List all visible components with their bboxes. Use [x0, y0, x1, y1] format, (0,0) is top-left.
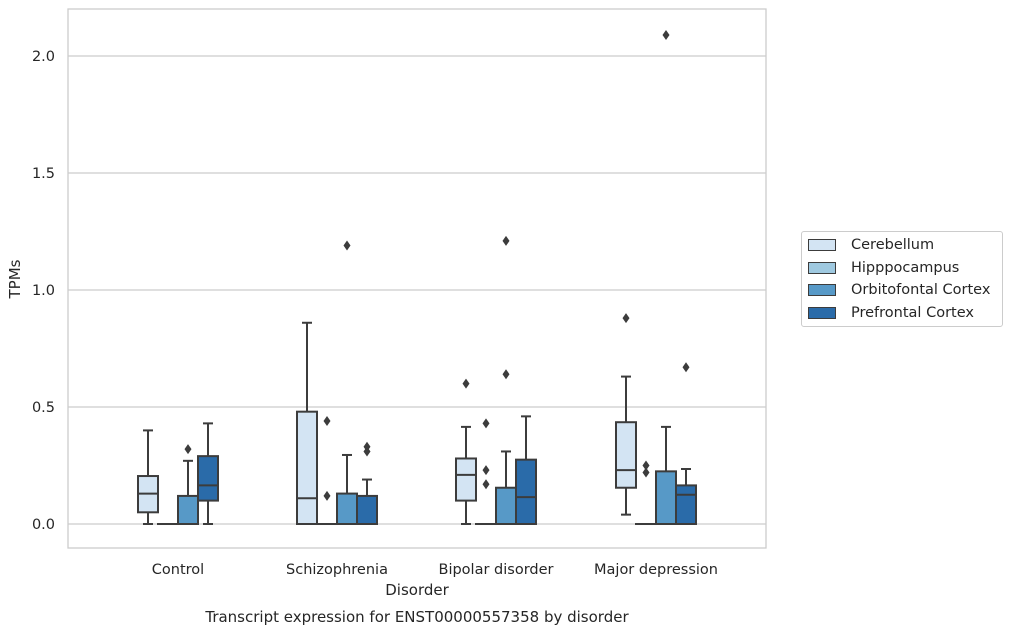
- outlier-point: [323, 416, 331, 427]
- legend-item-orbitofrontal: Orbitofontal Cortex: [808, 280, 990, 300]
- x-tick-label: Control: [152, 562, 204, 578]
- y-tick-label: 0.0: [32, 517, 55, 533]
- y-tick-label: 0.5: [32, 400, 55, 416]
- box-cerebellum-schizophrenia: [296, 321, 318, 525]
- outlier-point: [462, 378, 470, 389]
- box-hipppocampus-bipolar-disorder: [475, 418, 497, 526]
- x-axis-title: Disorder: [385, 581, 449, 599]
- box-body: [336, 492, 358, 525]
- outlier-point: [482, 479, 490, 490]
- outlier-point: [323, 490, 331, 501]
- outlier-point: [502, 369, 510, 380]
- box-orbitofontal-cortex-control: [177, 444, 199, 526]
- box-body: [655, 470, 677, 526]
- outlier-point: [482, 418, 490, 429]
- outlier-point: [363, 441, 371, 452]
- plot-frame: [67, 8, 767, 549]
- box-cerebellum-major-depression: [615, 313, 637, 516]
- x-tick-label: Schizophrenia: [286, 562, 388, 578]
- box-body: [675, 484, 697, 526]
- box-orbitofontal-cortex-bipolar-disorder: [495, 235, 517, 526]
- box-cerebellum-bipolar-disorder: [455, 378, 477, 525]
- outlier-point: [642, 467, 650, 478]
- outlier-point: [184, 444, 192, 455]
- legend-label-hippocampus: Hipppocampus: [851, 260, 960, 276]
- y-tick-label: 1.5: [32, 166, 55, 182]
- box-body: [296, 410, 318, 525]
- box-orbitofontal-cortex-major-depression: [655, 29, 677, 526]
- legend-label-cerebellum: Cerebellum: [851, 237, 935, 253]
- outlier-point: [482, 465, 490, 476]
- y-axis-title: TPMs: [6, 259, 24, 299]
- y-tick-label: 1.0: [32, 283, 55, 299]
- legend-item-hippocampus: Hipppocampus: [808, 258, 959, 278]
- box-orbitofontal-cortex-schizophrenia: [336, 240, 358, 525]
- box-body: [356, 494, 378, 526]
- outlier-point: [642, 460, 650, 471]
- chart-caption: Transcript expression for ENST0000055735…: [204, 608, 629, 626]
- legend-swatch-hippocampus: [808, 262, 836, 274]
- x-tick-label: Bipolar disorder: [439, 562, 554, 578]
- box-prefrontal-cortex-control: [197, 422, 219, 525]
- box-body: [455, 457, 477, 502]
- box-prefrontal-cortex-schizophrenia: [356, 441, 378, 526]
- box-body: [495, 486, 517, 526]
- legend: Cerebellum Hipppocampus Orbitofontal Cor…: [801, 231, 1003, 327]
- box-prefrontal-cortex-bipolar-disorder: [515, 415, 537, 525]
- box-hipppocampus-major-depression: [635, 460, 657, 526]
- box-cerebellum-control: [137, 429, 159, 525]
- legend-item-prefrontal: Prefrontal Cortex: [808, 303, 974, 323]
- legend-item-cerebellum: Cerebellum: [808, 235, 934, 255]
- legend-swatch-orbitofrontal: [808, 284, 836, 296]
- x-tick-labels: Control Schizophrenia Bipolar disorder Majo…: [152, 562, 718, 578]
- outlier-point: [682, 362, 690, 373]
- box-layer: [137, 29, 697, 526]
- outlier-point: [343, 240, 351, 251]
- legend-label-prefrontal: Prefrontal Cortex: [851, 305, 974, 321]
- box-body: [615, 421, 637, 489]
- legend-label-orbitofrontal: Orbitofontal Cortex: [851, 282, 991, 298]
- box-hipppocampus-schizophrenia: [316, 416, 338, 526]
- box-prefrontal-cortex-major-depression: [675, 362, 697, 526]
- outlier-point: [622, 313, 630, 324]
- box-body: [177, 494, 199, 526]
- x-tick-label: Major depression: [594, 562, 718, 578]
- y-tick-labels: 0.0 0.5 1.0 1.5 2.0: [32, 49, 55, 533]
- box-body: [197, 455, 219, 502]
- legend-swatch-prefrontal: [808, 307, 836, 319]
- outlier-point: [662, 29, 670, 40]
- box-body: [515, 458, 537, 525]
- gridlines: [68, 55, 766, 525]
- legend-swatch-cerebellum: [808, 239, 836, 251]
- outlier-point: [502, 235, 510, 246]
- y-tick-label: 2.0: [32, 49, 55, 65]
